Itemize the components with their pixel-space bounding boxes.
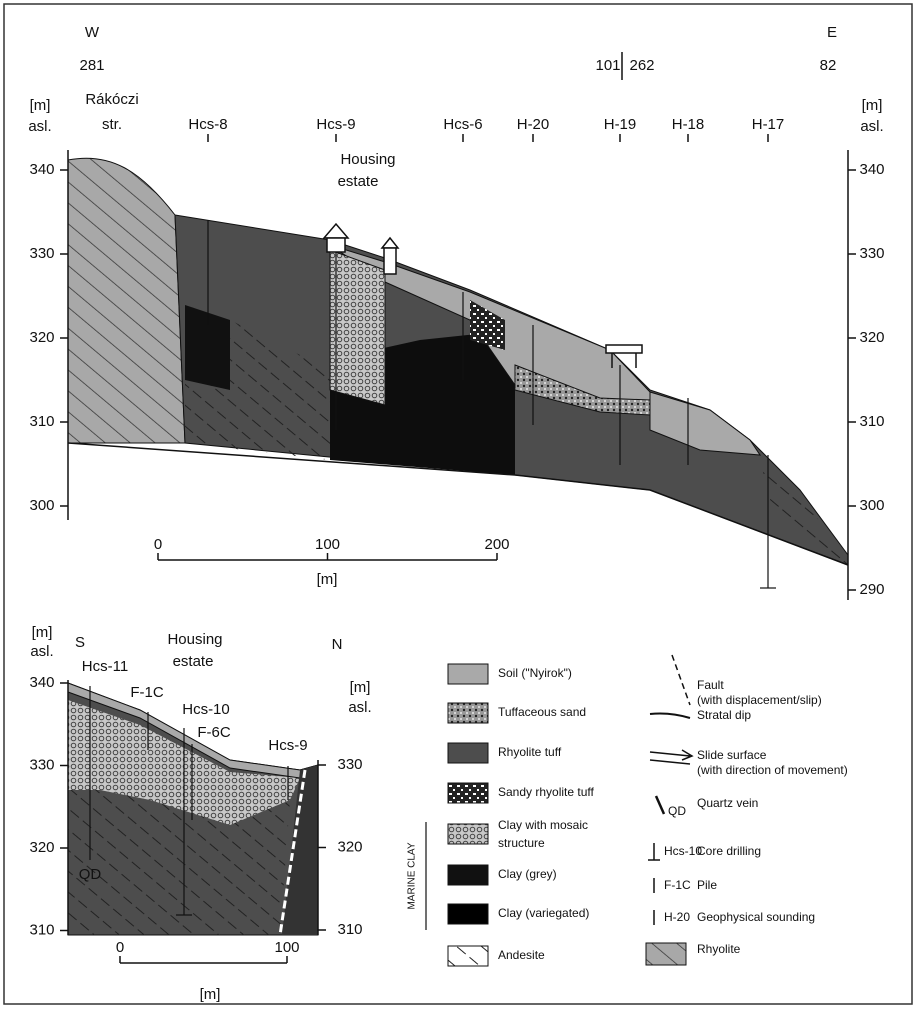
label: 300 (29, 497, 54, 514)
label: W (85, 24, 100, 41)
label: [m] (350, 679, 371, 696)
label: asl. (860, 118, 883, 135)
label: QD (79, 866, 102, 883)
label: Hcs-6 (443, 116, 482, 133)
label: Housing (340, 151, 395, 168)
label: 320 (29, 329, 54, 346)
label: 320 (337, 838, 362, 855)
label: F-1C (130, 684, 164, 701)
label: 101 (595, 57, 620, 74)
label: (with displacement/slip) (697, 693, 822, 707)
label: Fault (697, 678, 724, 692)
label: 300 (859, 497, 884, 514)
label: Core drilling (697, 844, 761, 858)
label: Hcs-10 (664, 844, 702, 858)
label: 100 (274, 939, 299, 956)
label: H-19 (604, 116, 637, 133)
label: 0 (116, 939, 124, 956)
label: 310 (29, 921, 54, 938)
label: 340 (29, 161, 54, 178)
label: estate (173, 653, 214, 670)
label: Rhyolite (697, 942, 741, 956)
label: Clay (variegated) (498, 906, 589, 920)
label: Quartz vein (697, 796, 758, 810)
label: QD (668, 804, 686, 818)
label: asl. (28, 118, 51, 135)
label: F-6C (197, 724, 231, 741)
label: H-20 (517, 116, 550, 133)
label: Clay (grey) (498, 867, 557, 881)
label: F-1C (664, 878, 691, 892)
label: 340 (29, 674, 54, 691)
label: 262 (629, 57, 654, 74)
label: H-17 (752, 116, 785, 133)
label: Slide surface (697, 748, 767, 762)
label: 200 (484, 536, 509, 553)
label: 340 (859, 161, 884, 178)
label: 290 (859, 581, 884, 598)
label: 310 (337, 921, 362, 938)
label: Housing (167, 631, 222, 648)
label: S (75, 634, 85, 651)
label: [m] (200, 986, 221, 1003)
label: Soil ("Nyirok") (498, 666, 572, 680)
label: Rhyolite tuff (498, 745, 562, 759)
label: str. (102, 116, 122, 133)
label: 330 (337, 756, 362, 773)
label: [m] (32, 624, 53, 641)
label: Stratal dip (697, 708, 751, 722)
label: Hcs-9 (316, 116, 355, 133)
label: Tuffaceous sand (498, 705, 586, 719)
label: Andesite (498, 948, 545, 962)
label: 320 (29, 839, 54, 856)
label: 82 (820, 57, 837, 74)
label: E (827, 24, 837, 41)
label: structure (498, 836, 545, 850)
label: Hcs-11 (82, 658, 128, 675)
label: 330 (29, 245, 54, 262)
label: H-18 (672, 116, 705, 133)
label: [m] (30, 97, 51, 114)
label: Hcs-9 (268, 737, 307, 754)
label: Pile (697, 878, 717, 892)
label: H-20 (664, 910, 690, 924)
label: 310 (29, 413, 54, 430)
label: Clay with mosaic (498, 818, 588, 832)
label: estate (338, 173, 379, 190)
label: Rákóczi (85, 91, 138, 108)
label: Geophysical sounding (697, 910, 815, 924)
label: 281 (79, 57, 104, 74)
label: 0 (154, 536, 162, 553)
label: Sandy rhyolite tuff (498, 785, 595, 799)
page: W E 281 101 262 82 [m] asl. [m] asl. Rákóczi str. Hc… (0, 0, 916, 1008)
label: [m] (317, 571, 338, 588)
label: asl. (30, 643, 53, 660)
label: 320 (859, 329, 884, 346)
label: Hcs-10 (182, 701, 230, 718)
label: 330 (859, 245, 884, 262)
label: Hcs-8 (188, 116, 227, 133)
label: asl. (348, 699, 371, 716)
label: N (332, 636, 343, 653)
label: [m] (862, 97, 883, 114)
label: 330 (29, 756, 54, 773)
label: (with direction of movement) (697, 763, 848, 777)
label: 100 (315, 536, 340, 553)
label: 310 (859, 413, 884, 430)
label: MARINE CLAY (407, 842, 418, 909)
